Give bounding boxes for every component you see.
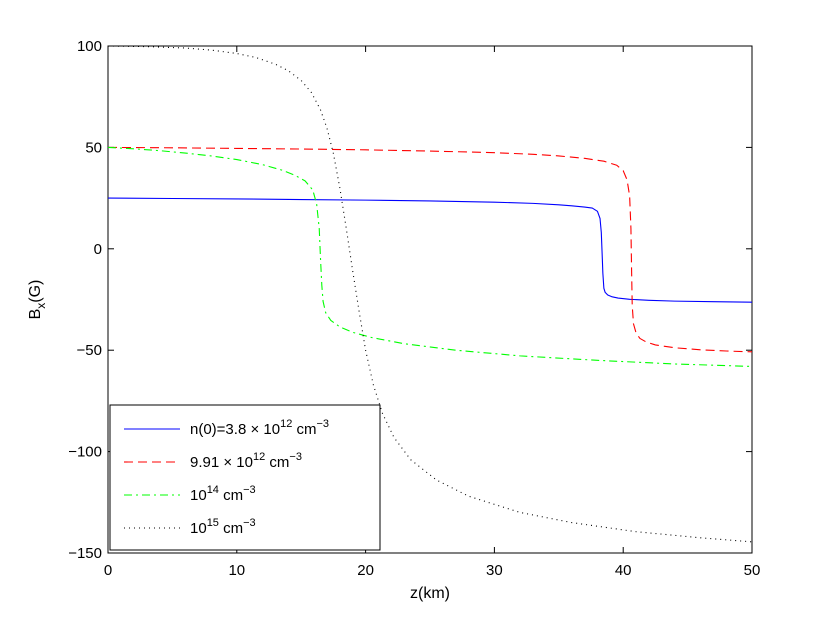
x-tick-label: 40 bbox=[615, 562, 632, 579]
y-tick-label: 0 bbox=[94, 241, 102, 258]
y-tick-labels: 100 50 0 −50 −100 −150 bbox=[68, 38, 102, 562]
y-axis-title-unit: (G) bbox=[27, 280, 44, 303]
legend-label-3: 1014 cm−3 bbox=[190, 484, 256, 504]
x-tick-label: 30 bbox=[486, 562, 503, 579]
legend: n(0)=3.8 × 1012 cm−3 9.91 × 1012 cm−3 1014… bbox=[109, 404, 381, 551]
x-tick-label: 0 bbox=[104, 562, 112, 579]
y-tick-label: 100 bbox=[77, 38, 102, 55]
legend-label-4: 1015 cm−3 bbox=[190, 517, 256, 537]
series-lines bbox=[108, 46, 752, 543]
series-line-1 bbox=[108, 197, 752, 303]
series-line-3 bbox=[108, 146, 752, 367]
series-line-2 bbox=[108, 146, 752, 353]
y-tick-label: 50 bbox=[85, 139, 102, 156]
x-tick-labels: 0 10 20 30 40 50 bbox=[104, 562, 761, 579]
legend-label-2: 9.91 × 1012 cm−3 bbox=[190, 451, 302, 471]
y-tick-label: −150 bbox=[68, 545, 102, 562]
y-axis-title-subscript: x bbox=[34, 303, 48, 309]
y-tick-label: −50 bbox=[77, 342, 102, 359]
x-axis-title: z(km) bbox=[410, 585, 450, 602]
tick-marks bbox=[107, 45, 753, 554]
x-tick-label: 10 bbox=[228, 562, 245, 579]
x-tick-label: 20 bbox=[357, 562, 374, 579]
y-axis-title-symbol: B bbox=[27, 309, 44, 320]
y-axis-title: Bx(G) bbox=[27, 280, 48, 320]
x-tick-label: 50 bbox=[744, 562, 761, 579]
y-tick-label: −100 bbox=[68, 444, 102, 461]
legend-label-1: n(0)=3.8 × 1012 cm−3 bbox=[190, 418, 329, 438]
